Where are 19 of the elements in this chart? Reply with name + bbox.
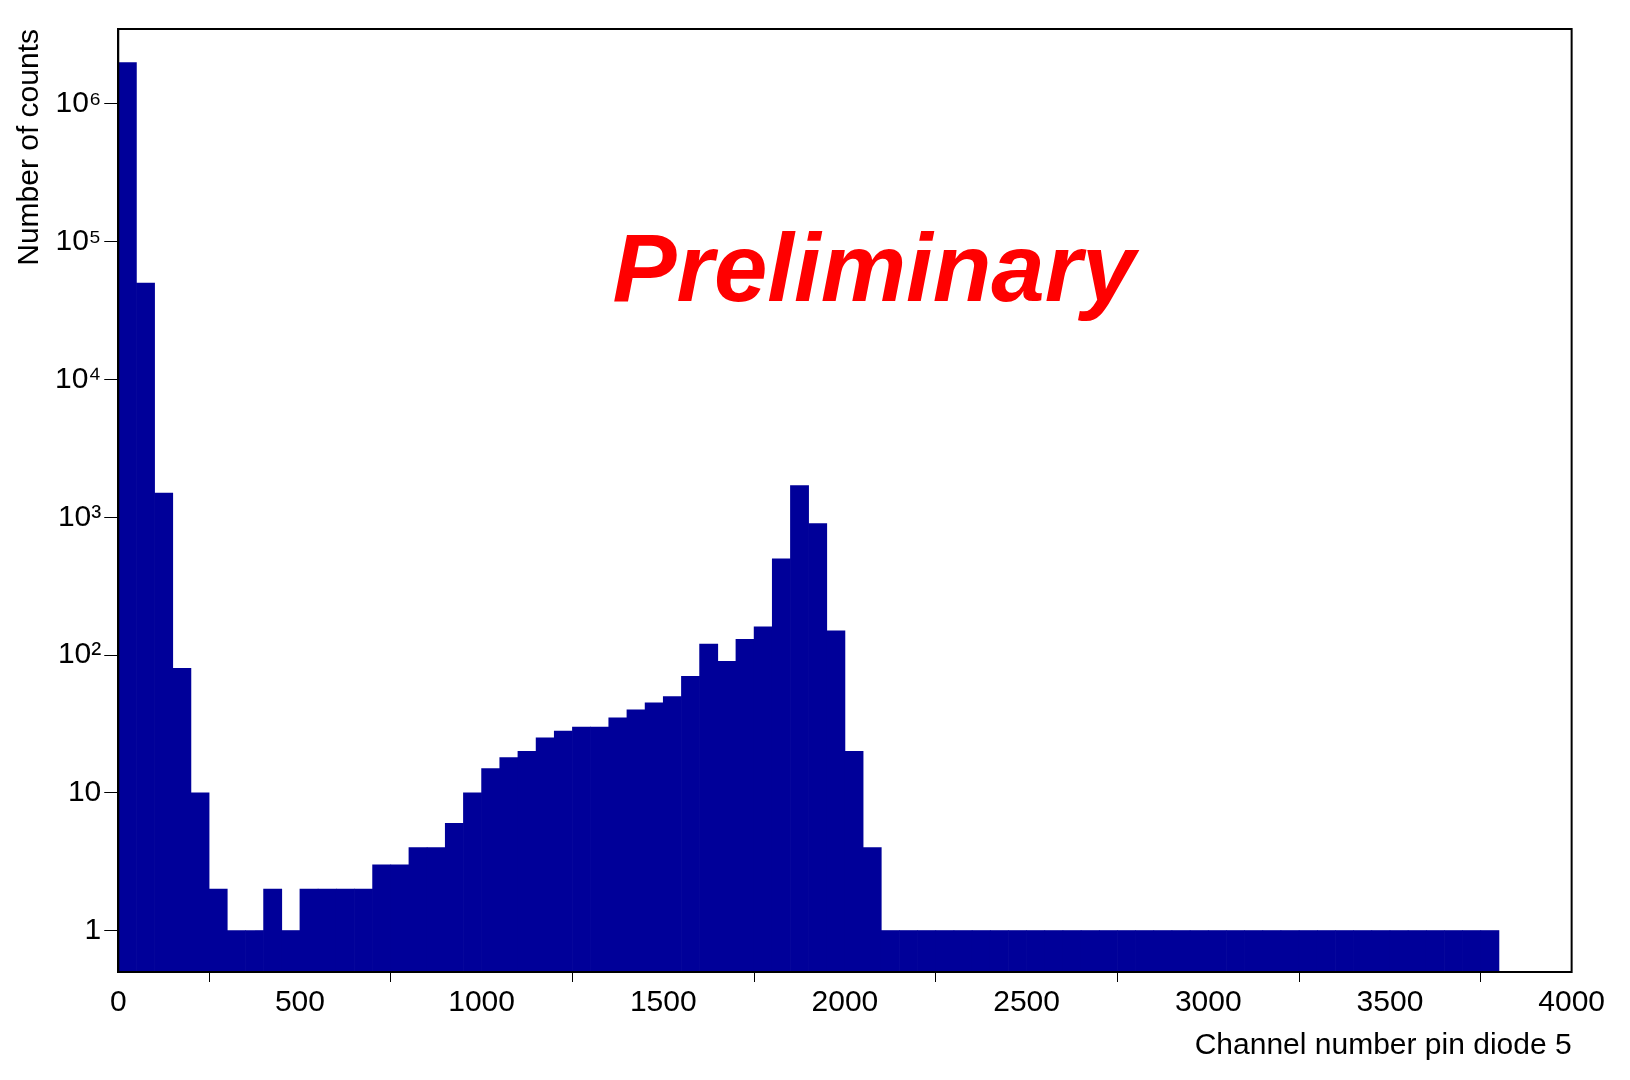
y-axis-title: Number of counts — [11, 29, 45, 266]
x-tick-label: 3000 — [1174, 984, 1242, 1018]
x-tick-label: 4000 — [1538, 984, 1606, 1018]
y-tick-label: 10⁶ — [55, 85, 102, 119]
x-tick-label: 1000 — [448, 984, 515, 1018]
y-tick-label: 10⁵ — [55, 222, 102, 256]
x-axis-title: Channel number pin diode 5 — [1194, 1027, 1572, 1061]
x-tick-label: 500 — [274, 984, 325, 1018]
x-tick-label: 0 — [109, 984, 127, 1018]
annotation: Preliminary — [612, 213, 1141, 321]
y-tick-label: 10² — [57, 636, 102, 670]
x-tick-label: 2500 — [993, 984, 1060, 1018]
y-tick-label: 10⁴ — [54, 360, 102, 394]
y-tick-label: 1 — [84, 911, 102, 945]
x-tick-label: 2000 — [811, 984, 879, 1018]
x-tick-label: 1500 — [629, 984, 697, 1018]
x-tick-label: 3500 — [1356, 984, 1424, 1018]
y-tick-label: 10³ — [57, 498, 102, 532]
y-tick-label: 10 — [67, 774, 102, 808]
